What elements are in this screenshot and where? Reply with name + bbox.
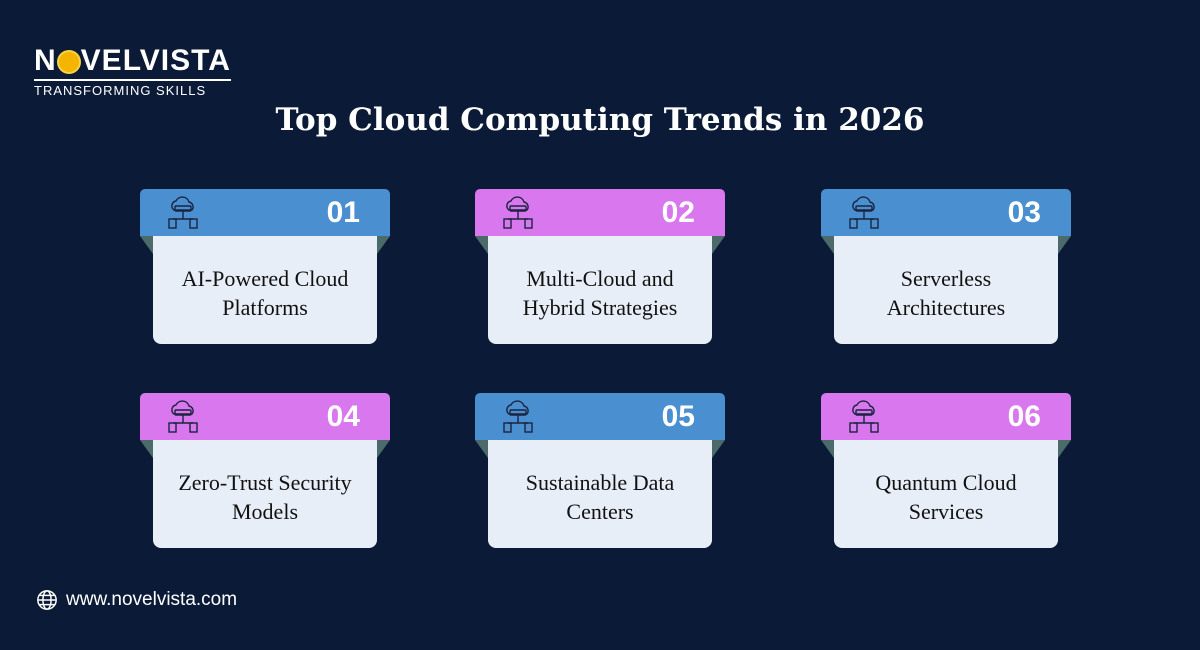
card-header: 06 bbox=[821, 393, 1071, 440]
sun-icon bbox=[58, 52, 79, 73]
card-header: 01 bbox=[140, 189, 390, 236]
footer-website[interactable]: www.novelvista.com bbox=[36, 589, 237, 611]
trend-card: 02 Multi-Cloud and Hybrid Strategies bbox=[475, 189, 725, 349]
card-number: 02 bbox=[661, 195, 695, 229]
cloud-server-icon bbox=[166, 195, 200, 230]
card-number: 06 bbox=[1007, 399, 1041, 433]
globe-icon bbox=[37, 590, 57, 610]
brand-tagline: TRANSFORMING SKILLS bbox=[34, 83, 207, 98]
card-label: Serverless Architectures bbox=[834, 236, 1058, 344]
card-label: Quantum Cloud Services bbox=[834, 440, 1058, 548]
trend-card: 03 Serverless Architectures bbox=[821, 189, 1071, 349]
cloud-network-icon bbox=[501, 195, 535, 230]
card-label: AI-Powered Cloud Platforms bbox=[153, 236, 377, 344]
card-header: 04 bbox=[140, 393, 390, 440]
page-title: Top Cloud Computing Trends in 2026 bbox=[275, 102, 925, 138]
network-computer-icon bbox=[847, 195, 881, 230]
website-link[interactable]: www.novelvista.com bbox=[66, 589, 238, 610]
card-header: 03 bbox=[821, 189, 1071, 236]
card-header: 05 bbox=[475, 393, 725, 440]
card-number: 01 bbox=[326, 195, 360, 229]
trend-card: 06 Quantum Cloud Services bbox=[821, 393, 1071, 553]
card-number: 04 bbox=[326, 399, 360, 433]
brand-logo: N VELVISTA TRANSFORMING SKILLS bbox=[34, 44, 231, 98]
trend-card: 01 AI-Powered Cloud Platforms bbox=[140, 189, 390, 349]
cloud-database-icon bbox=[501, 399, 535, 434]
cloud-gear-icon bbox=[847, 399, 881, 434]
card-number: 05 bbox=[661, 399, 695, 433]
trend-card: 04 Zero-Trust Security Models bbox=[140, 393, 390, 553]
card-label: Sustainable Data Centers bbox=[488, 440, 712, 548]
shield-lock-icon bbox=[166, 399, 200, 434]
card-label: Zero-Trust Security Models bbox=[153, 440, 377, 548]
card-header: 02 bbox=[475, 189, 725, 236]
trend-card: 05 Sustainable Data Centers bbox=[475, 393, 725, 553]
card-number: 03 bbox=[1007, 195, 1041, 229]
card-label: Multi-Cloud and Hybrid Strategies bbox=[488, 236, 712, 344]
